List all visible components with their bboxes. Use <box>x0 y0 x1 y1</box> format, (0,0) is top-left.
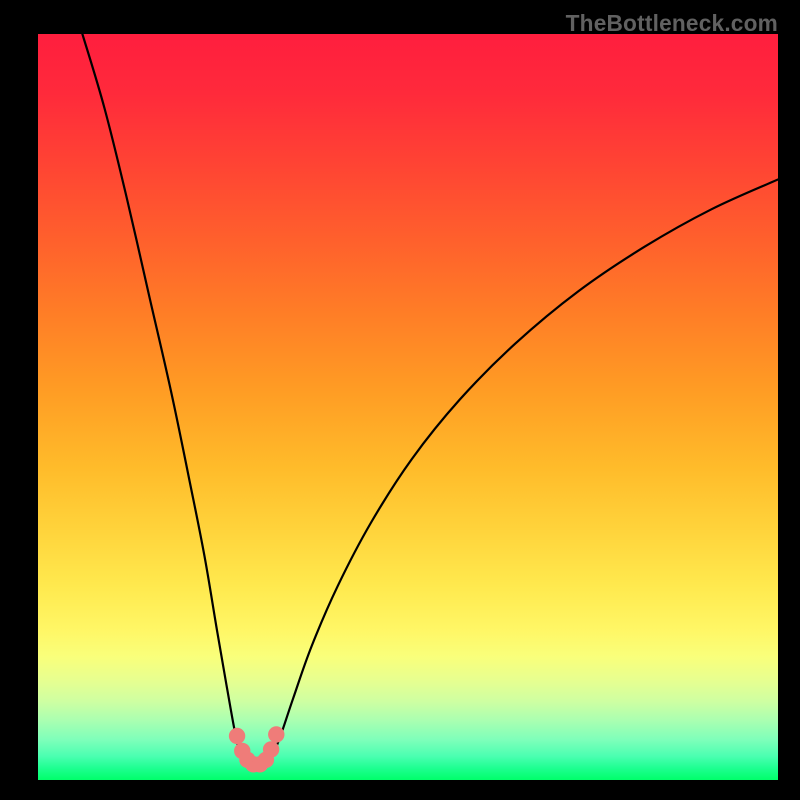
gradient-background <box>38 34 778 780</box>
chart-svg <box>38 34 778 780</box>
bottleneck-marker <box>263 741 279 757</box>
bottleneck-marker <box>268 726 284 742</box>
watermark-text: TheBottleneck.com <box>566 10 778 37</box>
plot-area <box>38 34 778 780</box>
bottleneck-marker <box>229 728 245 744</box>
